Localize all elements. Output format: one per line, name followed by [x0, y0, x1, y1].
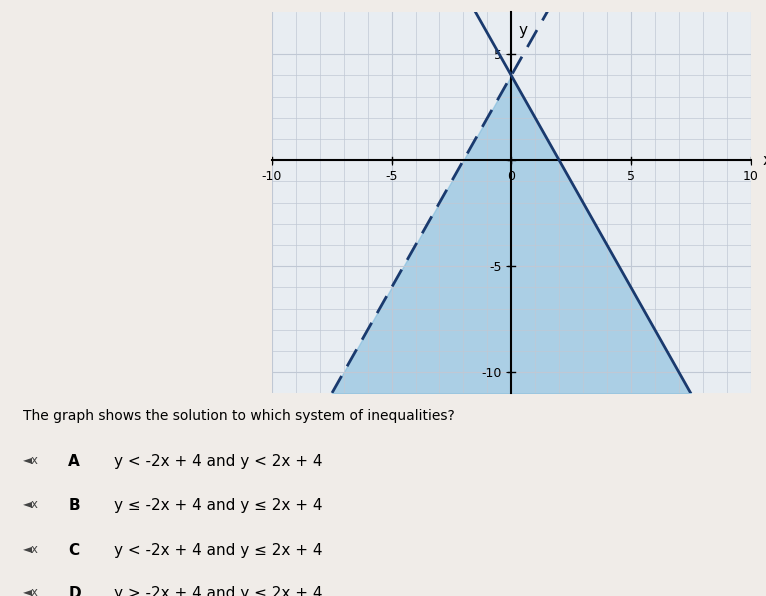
Text: ◄x: ◄x	[23, 498, 39, 511]
Text: B: B	[68, 498, 80, 513]
Text: The graph shows the solution to which system of inequalities?: The graph shows the solution to which sy…	[23, 409, 454, 423]
Text: x: x	[763, 153, 766, 167]
Text: A: A	[68, 454, 80, 470]
Text: y < -2x + 4 and y < 2x + 4: y < -2x + 4 and y < 2x + 4	[114, 454, 322, 470]
Text: y: y	[519, 23, 528, 38]
Text: ◄x: ◄x	[23, 454, 39, 467]
Text: D: D	[68, 586, 81, 596]
Text: y > -2x + 4 and y ≤ 2x + 4: y > -2x + 4 and y ≤ 2x + 4	[114, 586, 322, 596]
Text: y ≤ -2x + 4 and y ≤ 2x + 4: y ≤ -2x + 4 and y ≤ 2x + 4	[114, 498, 322, 513]
Text: y < -2x + 4 and y ≤ 2x + 4: y < -2x + 4 and y ≤ 2x + 4	[114, 543, 322, 558]
Text: ◄x: ◄x	[23, 543, 39, 556]
Text: C: C	[68, 543, 80, 558]
Text: ◄x: ◄x	[23, 586, 39, 596]
